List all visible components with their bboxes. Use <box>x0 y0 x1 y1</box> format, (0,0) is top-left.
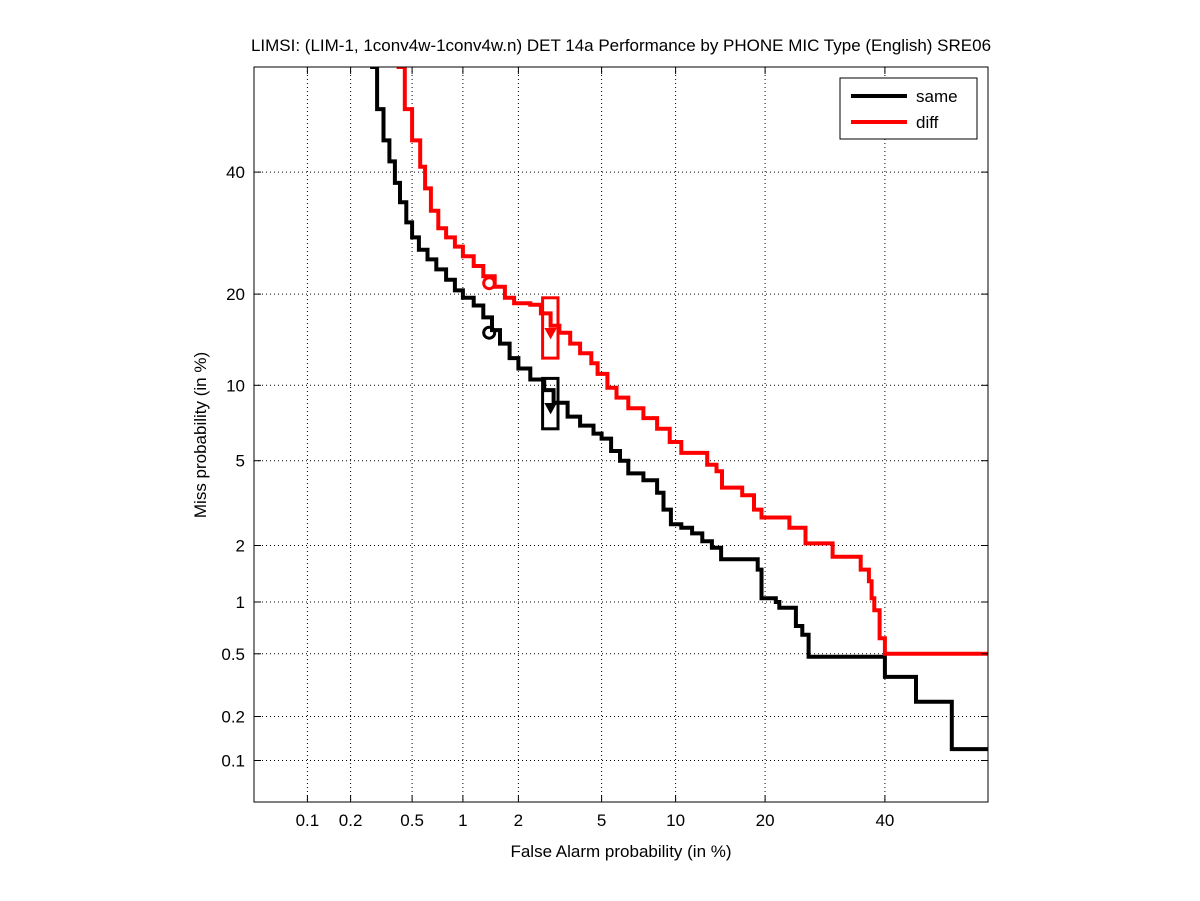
act-dcf-marker-diff <box>544 328 557 340</box>
act-dcf-box-same <box>541 376 560 431</box>
plot-frame <box>253 66 989 803</box>
min-dcf-marker-same <box>482 325 497 340</box>
y-tick-label: 2 <box>236 537 245 556</box>
y-tick-label: 0.1 <box>221 752 245 771</box>
y-tick-label: 5 <box>236 452 245 471</box>
series-line-diff <box>396 67 988 656</box>
x-tick-label: 0.2 <box>339 811 363 830</box>
legend-label-diff: diff <box>916 113 939 132</box>
chart-title: LIMSI: (LIM-1, 1conv4w-1conv4w.n) DET 14… <box>251 36 991 55</box>
series-layer <box>370 67 988 752</box>
y-tick-label: 1 <box>236 593 245 612</box>
legend-box <box>839 77 978 140</box>
x-tick-label: 2 <box>514 811 523 830</box>
grid <box>254 67 988 802</box>
y-tick-label: 20 <box>226 285 245 304</box>
x-tick-label: 0.5 <box>400 811 424 830</box>
y-tick-label: 10 <box>226 376 245 395</box>
act-dcf-box-diff <box>541 296 560 360</box>
x-axis-label: False Alarm probability (in %) <box>510 842 731 861</box>
series-line-same <box>370 67 988 752</box>
y-tick-label: 40 <box>226 163 245 182</box>
x-tick-label: 10 <box>666 811 685 830</box>
y-tick-label: 0.5 <box>221 645 245 664</box>
legend: same diff <box>839 77 978 140</box>
min-dcf-marker-diff <box>482 276 497 291</box>
x-tick-label: 40 <box>875 811 894 830</box>
ticks: 0.1 0.2 0.5 1 2 5 10 20 40 0.1 0.2 0.5 1 2 5 10 20 40 <box>221 67 988 830</box>
x-tick-label: 20 <box>756 811 775 830</box>
y-tick-label: 0.2 <box>221 708 245 727</box>
plot-area <box>254 67 988 802</box>
act-dcf-marker-same <box>544 403 557 415</box>
x-tick-label: 1 <box>458 811 467 830</box>
legend-label-same: same <box>916 87 958 106</box>
y-axis-label: Miss probability (in %) <box>191 352 210 518</box>
x-tick-label: 0.1 <box>296 811 320 830</box>
x-tick-label: 5 <box>597 811 606 830</box>
